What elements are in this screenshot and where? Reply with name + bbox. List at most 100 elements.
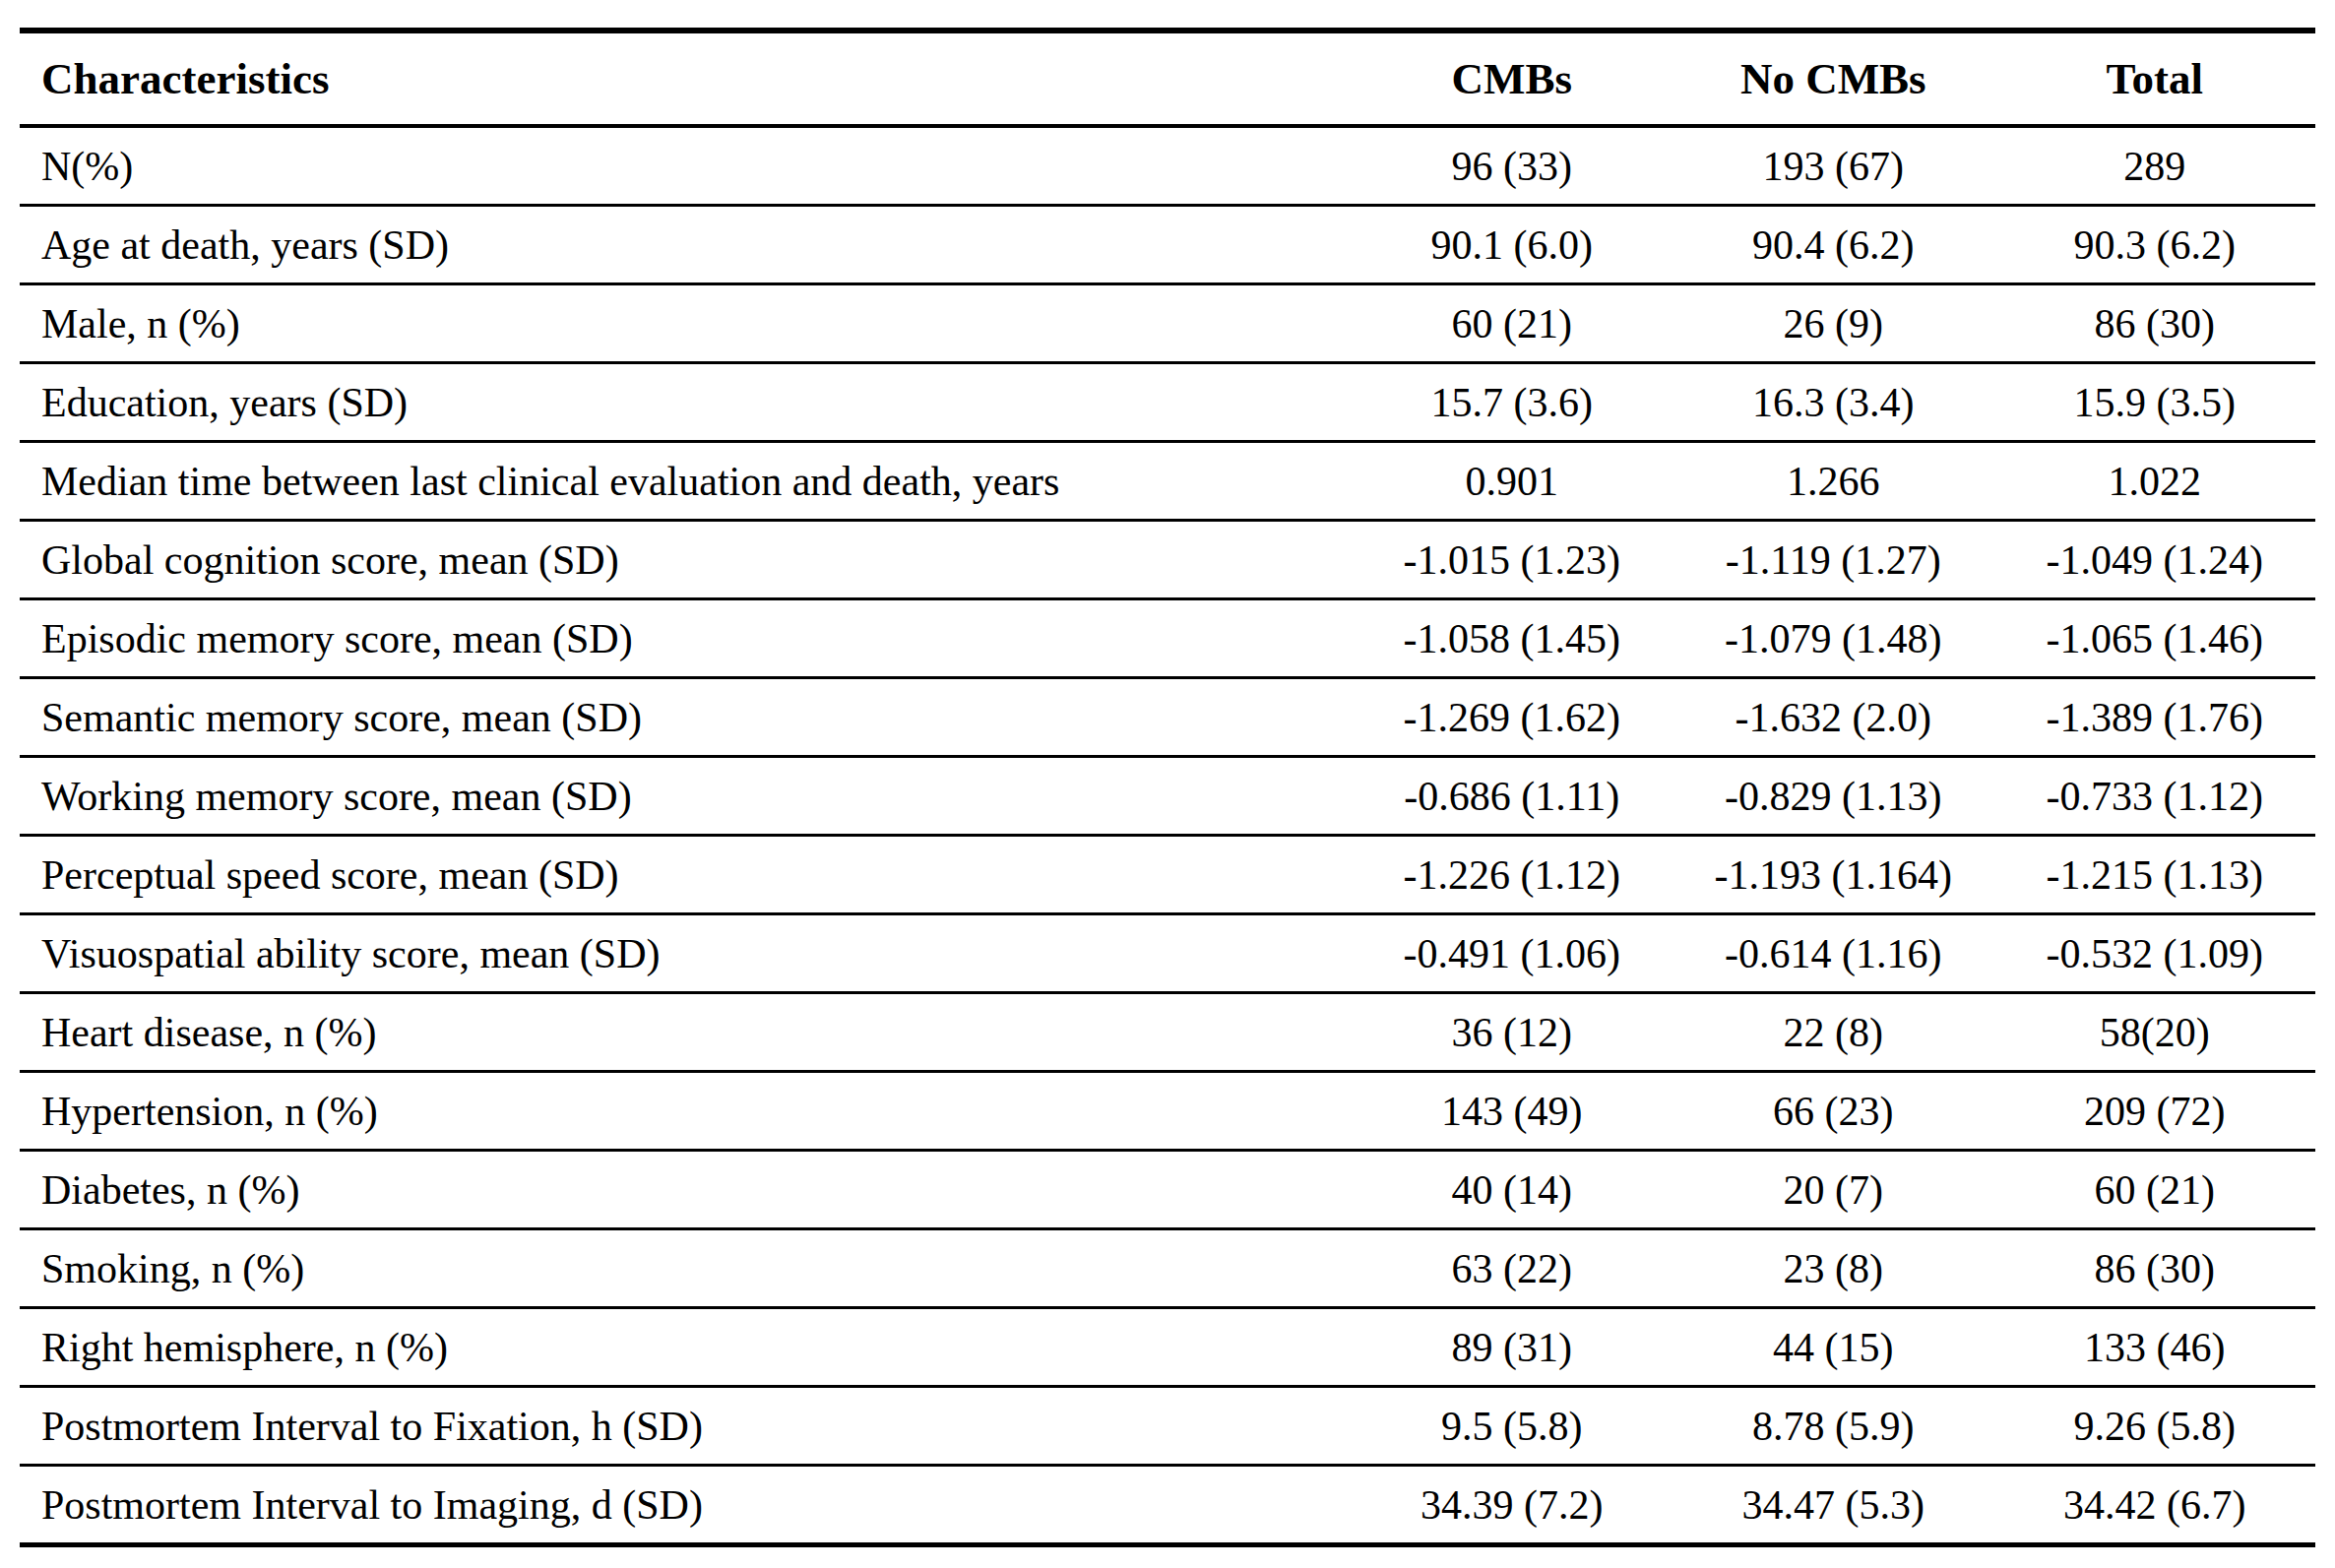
- row-label: Heart disease, n (%): [20, 993, 1352, 1072]
- cell-value: 143 (49): [1352, 1072, 1672, 1151]
- table-row: N(%)96 (33)193 (67)289: [20, 126, 2315, 206]
- row-label: Smoking, n (%): [20, 1229, 1352, 1308]
- table-body: N(%)96 (33)193 (67)289Age at death, year…: [20, 126, 2315, 1545]
- table-row: Episodic memory score, mean (SD)-1.058 (…: [20, 599, 2315, 678]
- table-row: Perceptual speed score, mean (SD)-1.226 …: [20, 836, 2315, 914]
- row-label: Visuospatial ability score, mean (SD): [20, 914, 1352, 993]
- row-label: Episodic memory score, mean (SD): [20, 599, 1352, 678]
- row-label: Right hemisphere, n (%): [20, 1308, 1352, 1387]
- row-label: Semantic memory score, mean (SD): [20, 678, 1352, 757]
- cell-value: 8.78 (5.9): [1672, 1387, 1993, 1466]
- cell-value: 289: [1994, 126, 2316, 206]
- cell-value: -0.614 (1.16): [1672, 914, 1993, 993]
- table-row: Education, years (SD)15.7 (3.6)16.3 (3.4…: [20, 363, 2315, 442]
- cell-value: 193 (67): [1672, 126, 1993, 206]
- cell-value: 16.3 (3.4): [1672, 363, 1993, 442]
- table-row: Hypertension, n (%)143 (49)66 (23)209 (7…: [20, 1072, 2315, 1151]
- page: Characteristics CMBs No CMBs Total N(%)9…: [0, 0, 2335, 1568]
- cell-value: -1.632 (2.0): [1672, 678, 1993, 757]
- cell-value: 34.39 (7.2): [1352, 1466, 1672, 1545]
- cell-value: -1.193 (1.164): [1672, 836, 1993, 914]
- column-header-characteristics: Characteristics: [20, 31, 1352, 126]
- cell-value: 89 (31): [1352, 1308, 1672, 1387]
- row-label: N(%): [20, 126, 1352, 206]
- cell-value: 9.5 (5.8): [1352, 1387, 1672, 1466]
- cell-value: -0.686 (1.11): [1352, 757, 1672, 836]
- table-row: Smoking, n (%)63 (22)23 (8)86 (30): [20, 1229, 2315, 1308]
- cell-value: -1.215 (1.13): [1994, 836, 2316, 914]
- cell-value: -1.269 (1.62): [1352, 678, 1672, 757]
- table-row: Postmortem Interval to Imaging, d (SD)34…: [20, 1466, 2315, 1545]
- table-row: Visuospatial ability score, mean (SD)-0.…: [20, 914, 2315, 993]
- cell-value: 23 (8): [1672, 1229, 1993, 1308]
- table-row: Male, n (%)60 (21)26 (9)86 (30): [20, 284, 2315, 363]
- cell-value: 9.26 (5.8): [1994, 1387, 2316, 1466]
- cell-value: -1.015 (1.23): [1352, 521, 1672, 599]
- row-label: Diabetes, n (%): [20, 1151, 1352, 1229]
- row-label: Age at death, years (SD): [20, 206, 1352, 284]
- table-row: Postmortem Interval to Fixation, h (SD)9…: [20, 1387, 2315, 1466]
- cell-value: 15.7 (3.6): [1352, 363, 1672, 442]
- cell-value: 90.4 (6.2): [1672, 206, 1993, 284]
- cell-value: 86 (30): [1994, 284, 2316, 363]
- cell-value: 1.266: [1672, 442, 1993, 521]
- cell-value: 63 (22): [1352, 1229, 1672, 1308]
- table-row: Age at death, years (SD)90.1 (6.0)90.4 (…: [20, 206, 2315, 284]
- cell-value: -0.491 (1.06): [1352, 914, 1672, 993]
- cell-value: 36 (12): [1352, 993, 1672, 1072]
- column-header-cmbs: CMBs: [1352, 31, 1672, 126]
- cell-value: -0.829 (1.13): [1672, 757, 1993, 836]
- cell-value: 90.3 (6.2): [1994, 206, 2316, 284]
- table-row: Diabetes, n (%)40 (14)20 (7)60 (21): [20, 1151, 2315, 1229]
- cell-value: -1.079 (1.48): [1672, 599, 1993, 678]
- row-label: Postmortem Interval to Fixation, h (SD): [20, 1387, 1352, 1466]
- cell-value: 0.901: [1352, 442, 1672, 521]
- cell-value: -1.049 (1.24): [1994, 521, 2316, 599]
- cell-value: 66 (23): [1672, 1072, 1993, 1151]
- cell-value: -0.532 (1.09): [1994, 914, 2316, 993]
- characteristics-table-container: Characteristics CMBs No CMBs Total N(%)9…: [20, 28, 2315, 1547]
- cell-value: -1.065 (1.46): [1994, 599, 2316, 678]
- cell-value: 15.9 (3.5): [1994, 363, 2316, 442]
- table-row: Right hemisphere, n (%)89 (31)44 (15)133…: [20, 1308, 2315, 1387]
- cell-value: 34.47 (5.3): [1672, 1466, 1993, 1545]
- cell-value: 26 (9): [1672, 284, 1993, 363]
- cell-value: 209 (72): [1994, 1072, 2316, 1151]
- table-row: Working memory score, mean (SD)-0.686 (1…: [20, 757, 2315, 836]
- characteristics-table: Characteristics CMBs No CMBs Total N(%)9…: [20, 28, 2315, 1547]
- cell-value: -1.119 (1.27): [1672, 521, 1993, 599]
- table-row: Median time between last clinical evalua…: [20, 442, 2315, 521]
- cell-value: 96 (33): [1352, 126, 1672, 206]
- cell-value: 60 (21): [1994, 1151, 2316, 1229]
- column-header-no-cmbs: No CMBs: [1672, 31, 1993, 126]
- cell-value: 22 (8): [1672, 993, 1993, 1072]
- table-header: Characteristics CMBs No CMBs Total: [20, 31, 2315, 126]
- header-row: Characteristics CMBs No CMBs Total: [20, 31, 2315, 126]
- cell-value: 44 (15): [1672, 1308, 1993, 1387]
- cell-value: 86 (30): [1994, 1229, 2316, 1308]
- row-label: Hypertension, n (%): [20, 1072, 1352, 1151]
- column-header-total: Total: [1994, 31, 2316, 126]
- row-label: Perceptual speed score, mean (SD): [20, 836, 1352, 914]
- cell-value: 1.022: [1994, 442, 2316, 521]
- cell-value: 90.1 (6.0): [1352, 206, 1672, 284]
- row-label: Education, years (SD): [20, 363, 1352, 442]
- table-row: Semantic memory score, mean (SD)-1.269 (…: [20, 678, 2315, 757]
- cell-value: -1.226 (1.12): [1352, 836, 1672, 914]
- cell-value: 34.42 (6.7): [1994, 1466, 2316, 1545]
- row-label: Median time between last clinical evalua…: [20, 442, 1352, 521]
- table-row: Heart disease, n (%)36 (12)22 (8)58(20): [20, 993, 2315, 1072]
- cell-value: 60 (21): [1352, 284, 1672, 363]
- row-label: Male, n (%): [20, 284, 1352, 363]
- cell-value: -1.058 (1.45): [1352, 599, 1672, 678]
- cell-value: 40 (14): [1352, 1151, 1672, 1229]
- cell-value: 133 (46): [1994, 1308, 2316, 1387]
- row-label: Working memory score, mean (SD): [20, 757, 1352, 836]
- cell-value: -1.389 (1.76): [1994, 678, 2316, 757]
- row-label: Postmortem Interval to Imaging, d (SD): [20, 1466, 1352, 1545]
- cell-value: -0.733 (1.12): [1994, 757, 2316, 836]
- table-row: Global cognition score, mean (SD)-1.015 …: [20, 521, 2315, 599]
- cell-value: 20 (7): [1672, 1151, 1993, 1229]
- cell-value: 58(20): [1994, 993, 2316, 1072]
- row-label: Global cognition score, mean (SD): [20, 521, 1352, 599]
